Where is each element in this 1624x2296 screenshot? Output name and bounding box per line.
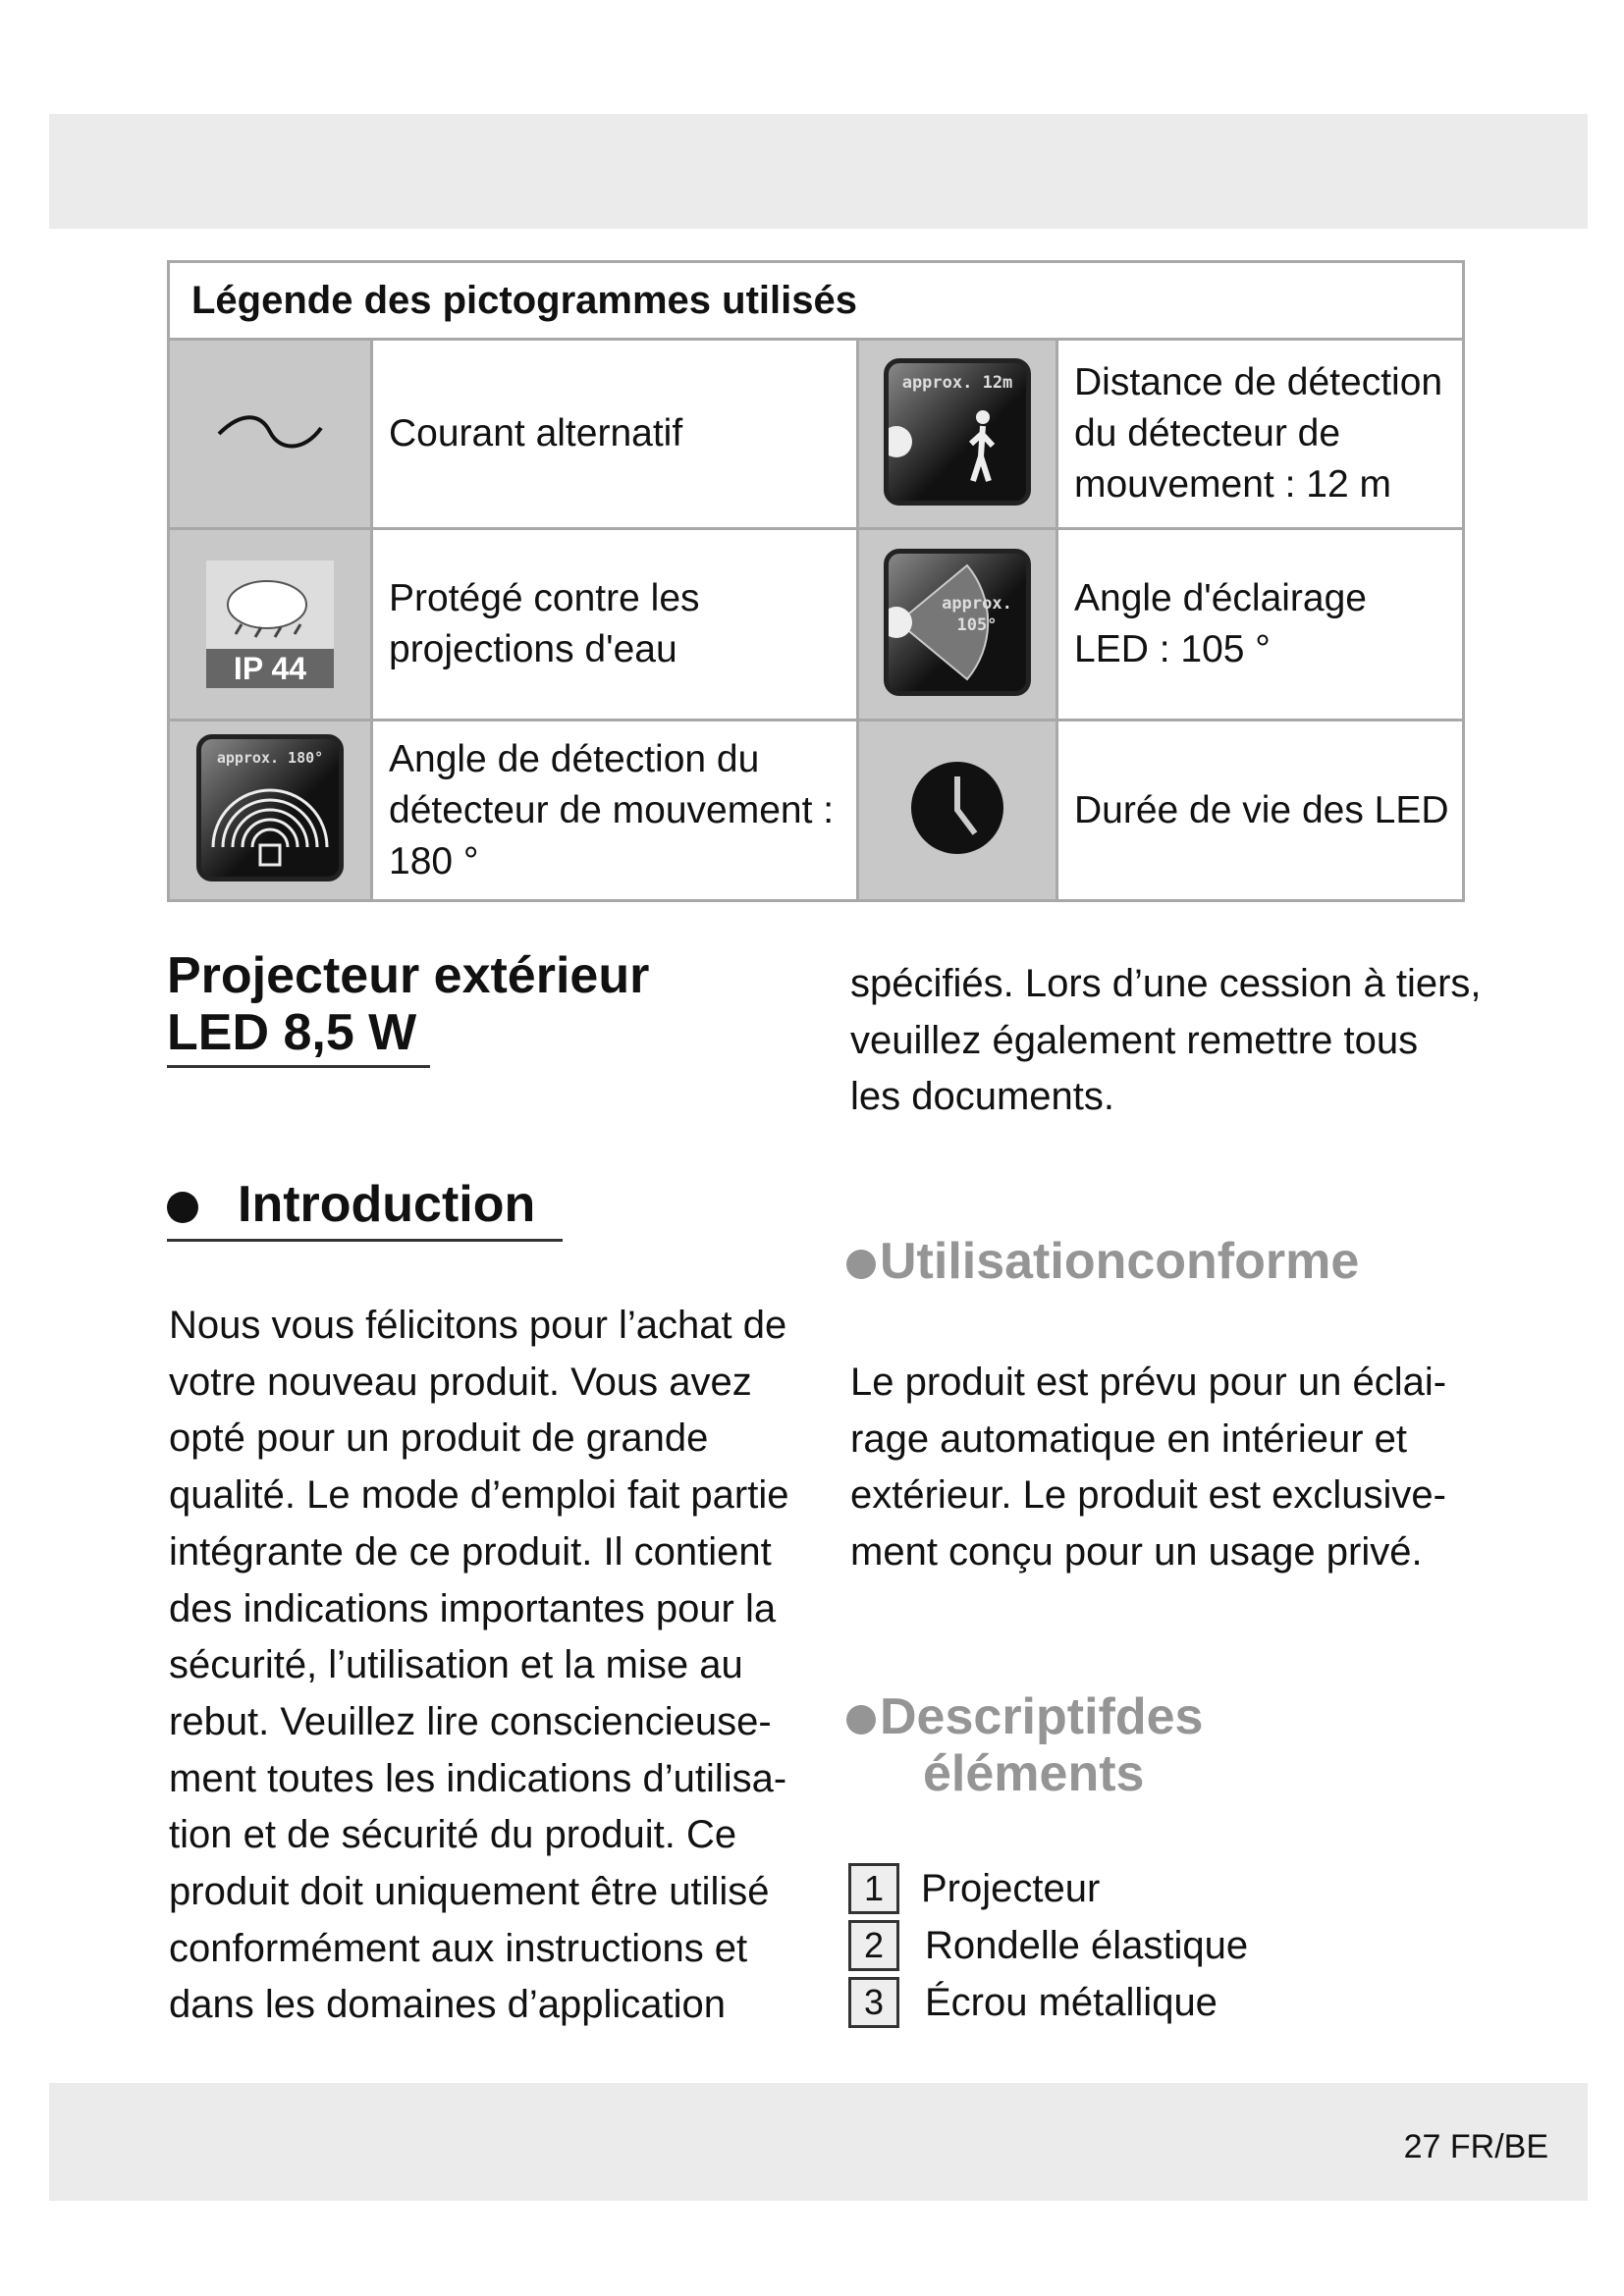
title-underline xyxy=(167,1065,430,1068)
list-item: 2 Rondelle élastique xyxy=(848,1920,1248,1971)
legend-text: Durée de vie des LED xyxy=(1056,719,1465,902)
detection-angle-icon: approx. 180° xyxy=(196,734,344,881)
legend-text: Protégé contre les projections d'eau xyxy=(370,527,859,721)
introduction-heading: Introduction xyxy=(167,1174,535,1235)
legend-text: Angle d'éclairage LED : 105 ° xyxy=(1056,527,1465,721)
header-band xyxy=(49,114,1588,229)
legend-text: Distance de détection du détecteur de mo… xyxy=(1056,338,1465,530)
legend-text: Courant alternatif xyxy=(370,338,859,530)
heading-underline xyxy=(167,1239,563,1242)
product-title: Projecteur extérieur LED 8,5 W xyxy=(167,947,650,1061)
intended-use-heading: Utilisationconforme xyxy=(846,1233,1359,1290)
bullet-icon xyxy=(846,1705,876,1735)
parts-heading: Descriptifdes éléments xyxy=(846,1688,1203,1802)
pictogram-legend-table: Légende des pictogrammes utilisés Couran… xyxy=(167,260,1465,902)
ip44-splash-protection-icon: IP 44 xyxy=(206,561,334,688)
lighting-angle-icon: approx. 105° xyxy=(884,548,1031,696)
legend-title: Légende des pictogrammes utilisés xyxy=(167,260,1465,341)
list-item: 3 Écrou métallique xyxy=(848,1977,1218,2028)
item-number: 2 xyxy=(848,1920,899,1971)
introduction-text: Nous vous félicitons pour l’achat de vot… xyxy=(169,1304,789,2027)
intended-use-text: Le produit est prévu pour un éclai- rage… xyxy=(850,1361,1447,1575)
item-number: 1 xyxy=(848,1863,899,1914)
bullet-icon xyxy=(846,1250,876,1280)
detection-distance-icon: approx. 12m xyxy=(884,357,1031,506)
alternating-current-icon xyxy=(167,338,373,530)
clock-icon xyxy=(856,719,1058,902)
list-item: 1 Projecteur xyxy=(848,1863,1100,1914)
page-number: 27 FR/BE xyxy=(1403,2128,1548,2165)
introduction-continued-text: spécifiés. Lors d’une cession à tiers, v… xyxy=(850,962,1482,1119)
legend-text: Angle de détection du détecteur de mouve… xyxy=(370,719,859,902)
item-number: 3 xyxy=(848,1977,899,2028)
bullet-icon xyxy=(167,1192,198,1224)
footer-band: 27 FR/BE xyxy=(49,2083,1588,2201)
